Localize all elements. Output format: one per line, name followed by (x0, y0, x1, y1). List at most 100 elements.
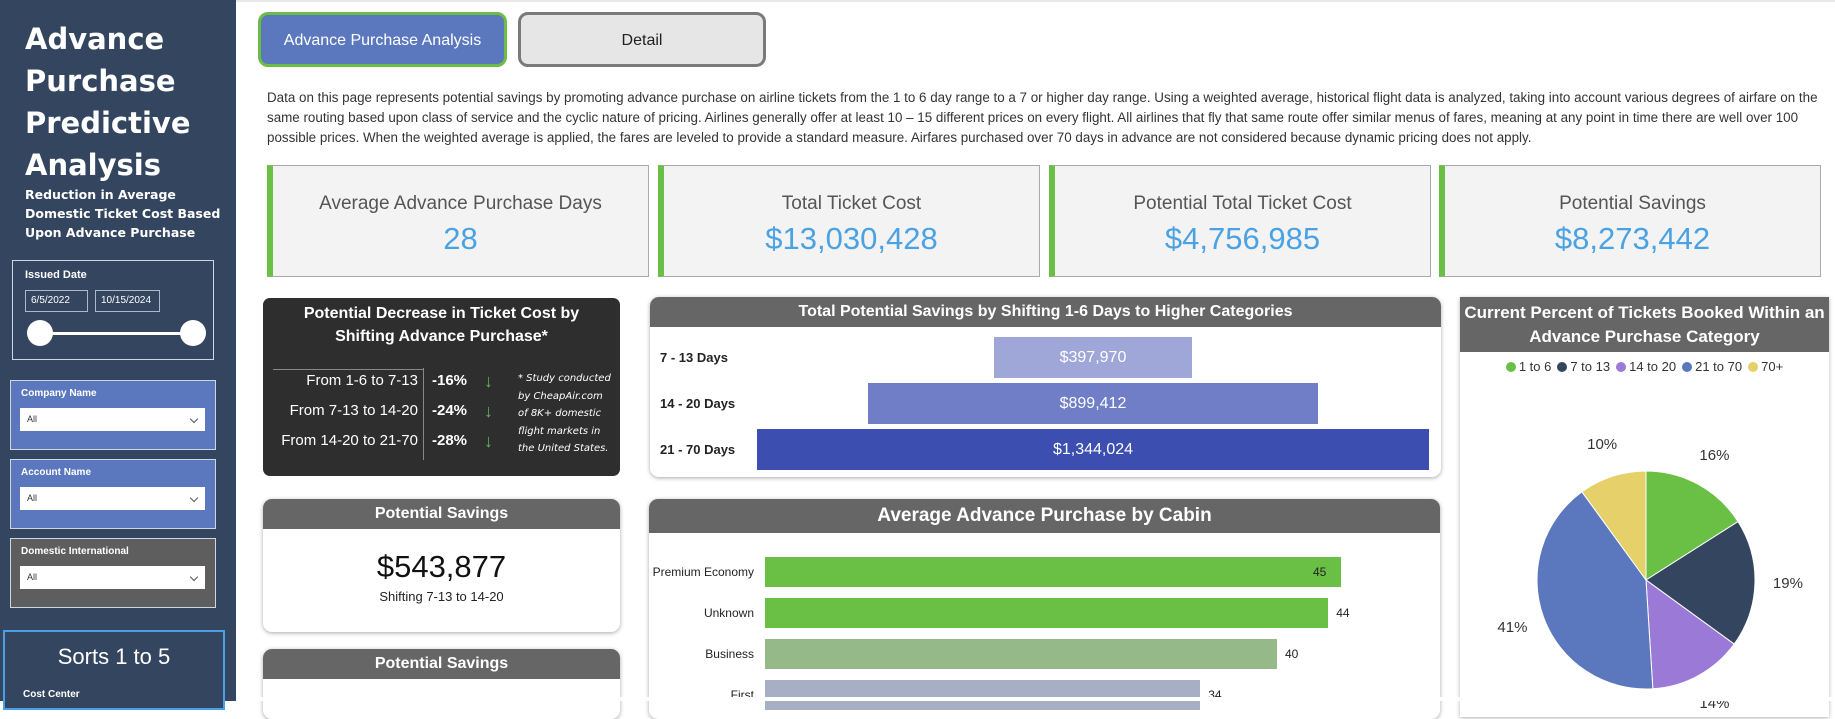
date-slider-end-handle[interactable] (180, 320, 206, 346)
decrease-title: Potential Decrease in Ticket Cost by Shi… (303, 305, 580, 345)
legend-dot-icon (1682, 362, 1693, 372)
legend-item[interactable]: 1 to 6 (1505, 359, 1552, 374)
issued-date-slicer: Issued Date 6/5/2022 10/15/2024 (12, 260, 214, 360)
pie-slice-label: 41% (1497, 619, 1528, 637)
cabin-bar[interactable] (765, 557, 1341, 587)
domestic-international-value: All (27, 572, 38, 582)
page-description: Data on this page represents potential s… (267, 90, 1818, 145)
date-slider-track[interactable] (41, 332, 196, 335)
savings-card-value: $543,877 (376, 549, 507, 584)
account-name-value: All (27, 493, 38, 503)
domestic-international-label: Domestic International (21, 546, 129, 557)
sorts-panel[interactable]: Sorts 1 to 5 Cost Center (3, 630, 225, 710)
legend-label: 14 to 20 (1629, 359, 1677, 374)
app-subtitle: Reduction in Average Domestic Ticket Cos… (25, 187, 221, 240)
decrease-vertical-divider (423, 368, 424, 460)
potential-decrease-panel: Potential Decrease in Ticket Cost by Shi… (263, 298, 620, 476)
decrease-row-percent: -24% (432, 402, 468, 419)
decrease-row-percent: -16% (432, 372, 468, 389)
cabin-category-label: Premium Economy (652, 565, 754, 579)
cabin-bar[interactable] (765, 598, 1329, 628)
decrease-divider (273, 369, 423, 370)
potential-savings-card-2: Potential Savings (263, 649, 620, 719)
domestic-international-dropdown[interactable]: All (20, 566, 205, 589)
pie-slice[interactable] (1645, 520, 1756, 645)
chevron-down-icon (189, 493, 199, 503)
arrow-down-icon: ↓ (484, 371, 493, 391)
tps-bar[interactable]: $899,412 (868, 383, 1318, 424)
company-name-dropdown[interactable]: All (20, 408, 205, 431)
kpi-value: 28 (443, 221, 478, 256)
tab-detail[interactable]: Detail (518, 12, 766, 67)
legend-dot-icon (1557, 362, 1568, 372)
kpi-label: Average Advance Purchase Days (319, 193, 602, 214)
pie-slice[interactable] (1581, 470, 1647, 582)
tps-bar[interactable]: $1,344,024 (757, 429, 1429, 470)
account-name-dropdown[interactable]: All (20, 487, 205, 510)
date-slider-start-handle[interactable] (27, 320, 53, 346)
tickets-booked-pie-chart: Current Percent of Tickets Booked Within… (1460, 297, 1829, 717)
tps-category-label: 7 - 13 Days (660, 350, 728, 365)
kpi-value: $4,756,985 (1164, 221, 1321, 256)
pie-slice[interactable] (1536, 491, 1654, 690)
kpi-value: $8,273,442 (1554, 221, 1711, 256)
total-potential-savings-chart: Total Potential Savings by Shifting 1-6 … (650, 297, 1441, 477)
cabin-bar[interactable] (765, 680, 1201, 710)
pie-svg (1536, 470, 1756, 690)
decrease-row: From 1-6 to 7-13 -16% ↓ (273, 366, 498, 396)
legend-item[interactable]: 70+ (1748, 359, 1783, 374)
kpi-total-ticket-cost: Total Ticket Cost $13,030,428 (658, 165, 1040, 277)
cost-center-label: Cost Center (23, 689, 80, 700)
legend-label: 7 to 13 (1570, 359, 1611, 374)
decrease-row: From 14-20 to 21-70 -28% ↓ (273, 426, 498, 456)
chart-title: Total Potential Savings by Shifting 1-6 … (650, 297, 1441, 327)
legend-dot-icon (1616, 362, 1627, 372)
chart-title: Average Advance Purchase by Cabin (649, 499, 1440, 533)
domestic-international-slicer: Domestic International All (10, 538, 216, 608)
kpi-value: $13,030,428 (765, 221, 938, 256)
legend-item[interactable]: 21 to 70 (1682, 359, 1742, 374)
legend-label: 70+ (1761, 359, 1784, 374)
tps-category-label: 21 - 70 Days (660, 442, 736, 457)
pie-slice-label: 16% (1699, 446, 1730, 464)
account-name-label: Account Name (21, 467, 92, 478)
legend-label: 1 to 6 (1518, 359, 1552, 374)
pie-slice-label: 19% (1772, 575, 1803, 593)
decrease-row: From 7-13 to 14-20 -24% ↓ (273, 396, 498, 426)
tab-advance-purchase-analysis[interactable]: Advance Purchase Analysis (258, 12, 507, 67)
legend-dot-icon (1505, 362, 1516, 372)
company-name-slicer: Company Name All (10, 380, 216, 450)
cabin-category-label: Business (705, 647, 754, 661)
kpi-label: Total Ticket Cost (781, 193, 922, 214)
end-date-input[interactable]: 10/15/2024 (95, 290, 160, 312)
decrease-row-range: From 7-13 to 14-20 (289, 402, 418, 419)
legend-item[interactable]: 7 to 13 (1557, 359, 1610, 374)
average-advance-purchase-by-cabin-chart: Average Advance Purchase by Cabin Premiu… (649, 499, 1440, 719)
bottom-edge (236, 697, 1835, 701)
sorts-title: Sorts 1 to 5 (57, 644, 171, 669)
legend-item[interactable]: 14 to 20 (1616, 359, 1676, 374)
cabin-value-label: 40 (1285, 647, 1299, 661)
sidebar: Advance Purchase Predictive Analysis Red… (0, 0, 236, 710)
start-date-input[interactable]: 6/5/2022 (25, 290, 88, 312)
cabin-value-label: 45 (1313, 565, 1327, 579)
account-name-slicer: Account Name All (10, 459, 216, 529)
savings-card-title: Potential Savings (263, 499, 620, 529)
company-name-value: All (27, 414, 38, 424)
tps-category-label: 14 - 20 Days (660, 396, 736, 411)
app-title: Advance Purchase Predictive Analysis (25, 22, 191, 182)
tps-bar[interactable]: $397,970 (993, 337, 1193, 378)
pie-slice[interactable] (1645, 470, 1739, 581)
savings-card-subtitle: Shifting 7-13 to 14-20 (379, 589, 504, 604)
kpi-potential-savings: Potential Savings $8,273,442 (1439, 165, 1821, 277)
decrease-row-range: From 14-20 to 21-70 (281, 432, 418, 449)
chevron-down-icon (189, 572, 199, 582)
savings-card-title: Potential Savings (263, 649, 620, 679)
top-divider (236, 0, 1835, 2)
chart-title: Current Percent of Tickets Booked Within… (1460, 297, 1829, 352)
study-footnote: * Study conducted by CheapAir.com of 8K+… (518, 373, 611, 454)
chevron-down-icon (189, 414, 199, 424)
pie-slice[interactable] (1645, 578, 1735, 690)
cabin-bar[interactable] (765, 639, 1277, 669)
cabin-value-label: 44 (1336, 606, 1350, 620)
